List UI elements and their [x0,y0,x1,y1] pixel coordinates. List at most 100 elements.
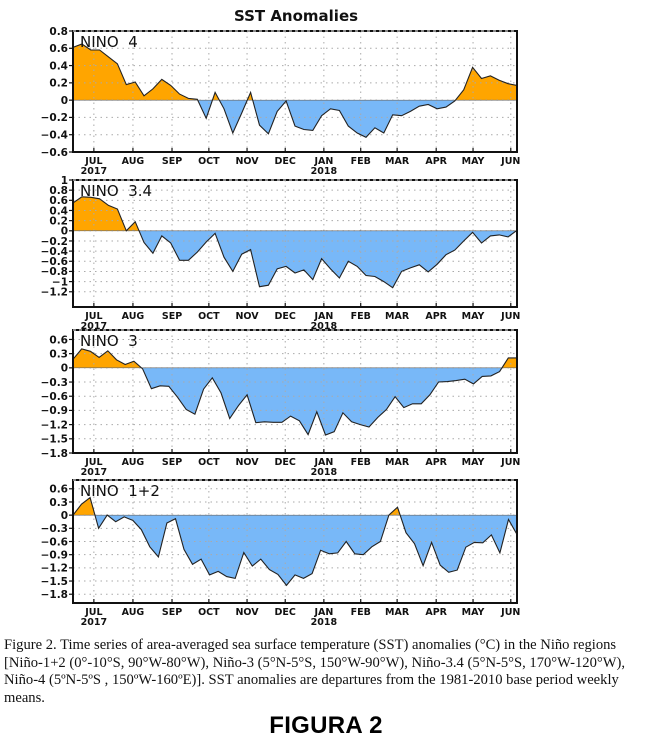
series-line [73,348,517,436]
x-tick-label: SEP [162,156,182,167]
x-tick-label: DEC [275,457,296,468]
x-tick-label: FEB [351,457,371,468]
x-tick-year-label: 2017 [81,321,107,332]
x-tick-label: FEB [351,156,371,167]
y-tick-label: −1.2 [41,287,68,299]
x-tick-label: APR [425,457,447,468]
x-tick-label: OCT [198,156,220,167]
y-tick-label: 0.8 [49,26,68,38]
y-tick-label: 0.6 [49,195,68,207]
panel-label: NINO 3.4 [80,182,152,200]
positive-anomaly-area [73,44,517,101]
y-tick-label: 0.8 [49,185,68,197]
x-tick-label: DEC [275,311,296,322]
y-tick-label: 0 [61,510,68,522]
x-tick-year-label: 2018 [311,166,338,177]
x-tick-label: MAY [462,457,485,468]
sst-anomalies-figure: SST Anomalies 0.80.60.40.20−0.2−0.4−0.6J… [41,7,521,628]
y-tick-label: −1 [52,276,68,288]
x-tick-label: MAR [385,607,410,618]
series-line [73,43,517,138]
y-tick-label: 0.6 [49,484,68,496]
negative-anomaly-area [141,367,502,435]
y-tick-label: −0.3 [41,523,68,535]
x-tick-label: SEP [162,607,182,618]
series-line [73,496,517,587]
x-tick-year-label: 2017 [81,166,107,177]
y-tick-label: −1.8 [41,448,68,460]
y-tick-label: 0.3 [49,348,68,360]
x-tick-label: AUG [122,156,145,167]
negative-anomaly-area [197,100,456,138]
x-tick-label: NOV [235,457,259,468]
y-tick-label: −1.5 [41,434,68,446]
y-tick-label: −0.8 [41,266,68,278]
series-line [73,196,517,289]
x-tick-label: JUL [84,457,102,468]
y-tick-label: −1.2 [41,419,68,431]
y-tick-label: −0.4 [41,130,68,142]
x-tick-year-label: 2018 [311,617,338,628]
x-tick-label: NOV [235,311,259,322]
x-tick-label: DEC [275,607,296,618]
x-tick-label: OCT [198,457,220,468]
x-tick-label: FEB [351,607,371,618]
x-tick-label: JAN [313,607,333,618]
y-tick-label: −1.5 [41,576,68,588]
y-tick-label: −0.6 [41,147,68,159]
x-tick-label: MAY [462,607,485,618]
y-tick-label: −0.6 [41,256,68,268]
y-tick-label: −0.6 [41,391,68,403]
x-tick-year-label: 2017 [81,617,107,628]
x-tick-label: JUL [84,607,102,618]
y-tick-label: 0.6 [49,334,68,346]
x-tick-label: JUL [84,156,102,167]
y-tick-label: 0 [61,226,68,238]
figure-caption: Figure 2. Time series of area-averaged s… [4,637,625,706]
x-tick-label: NOV [235,156,259,167]
x-tick-label: DEC [275,156,296,167]
panel-label: NINO 1+2 [80,482,160,500]
x-tick-label: MAR [385,457,410,468]
y-tick-label: −0.9 [41,549,68,561]
x-tick-label: JAN [313,457,333,468]
y-tick-label: 0.4 [49,60,68,72]
x-tick-label: APR [425,156,447,167]
panel-label: NINO 3 [80,332,138,350]
x-tick-label: JAN [313,311,333,322]
y-tick-label: 0.2 [49,78,68,90]
y-tick-label: 0.6 [49,43,68,55]
x-tick-label: JUN [500,457,520,468]
x-tick-label: NOV [235,607,259,618]
x-tick-label: APR [425,607,447,618]
x-tick-label: MAY [462,156,485,167]
x-tick-label: AUG [122,457,145,468]
x-tick-label: FEB [351,311,371,322]
y-tick-label: −0.6 [41,536,68,548]
x-tick-label: JUN [500,156,520,167]
y-tick-label: 0 [61,363,68,375]
x-tick-label: AUG [122,607,145,618]
y-tick-label: −0.4 [41,246,68,258]
x-tick-year-label: 2018 [311,467,338,478]
x-tick-label: MAR [385,156,410,167]
x-tick-label: MAY [462,311,485,322]
x-tick-year-label: 2017 [81,467,107,478]
x-tick-label: SEP [162,457,182,468]
y-tick-label: 0 [61,95,68,107]
x-tick-label: SEP [162,311,182,322]
x-tick-label: AUG [122,311,145,322]
y-tick-label: 1 [61,175,68,187]
y-tick-label: 0.2 [49,215,68,227]
y-tick-label: −1.8 [41,589,68,601]
panel-label: NINO 4 [80,33,138,51]
y-tick-label: 0.3 [49,497,68,509]
x-tick-year-label: 2018 [311,321,338,332]
positive-anomaly-area [73,196,517,231]
negative-anomaly-area [94,515,517,586]
panel-nino-3-4: 10.80.60.40.20−0.2−0.4−0.6−0.8−1−1.2JUL2… [41,175,521,332]
y-tick-label: 0.4 [49,205,68,217]
